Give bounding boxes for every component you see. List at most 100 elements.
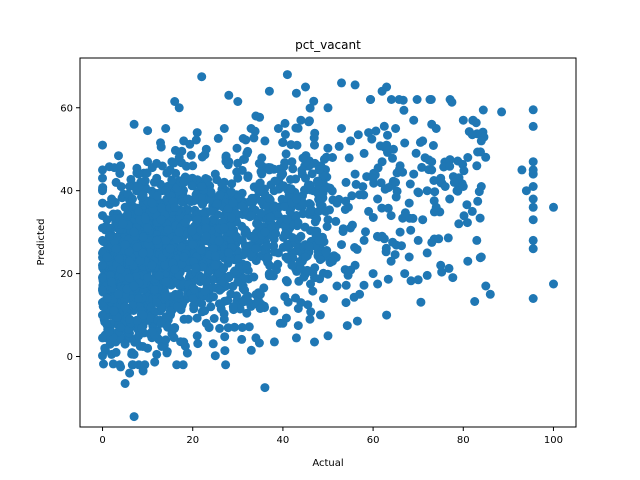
scatter-point: [157, 161, 167, 171]
scatter-point: [208, 339, 218, 349]
scatter-point: [359, 148, 369, 158]
scatter-point: [220, 332, 230, 342]
scatter-point: [323, 215, 333, 225]
scatter-point: [315, 199, 325, 209]
scatter-point: [314, 235, 324, 245]
scatter-point: [102, 252, 112, 262]
scatter-point: [197, 182, 207, 191]
scatter-point: [260, 227, 270, 237]
scatter-point: [238, 134, 248, 143]
scatter-point: [323, 269, 333, 279]
scatter-point: [206, 302, 216, 312]
scatter-point: [264, 193, 274, 203]
scatter-point: [102, 294, 112, 303]
scatter-point: [210, 260, 220, 270]
scatter-point: [116, 264, 126, 274]
scatter-point: [255, 289, 265, 299]
scatter-point: [413, 275, 423, 285]
scatter-point: [368, 269, 378, 279]
scatter-point: [305, 103, 315, 113]
scatter-point: [210, 351, 220, 361]
scatter-point: [243, 171, 253, 181]
scatter-point: [310, 128, 320, 138]
scatter-point: [288, 164, 298, 174]
scatter-point: [296, 231, 306, 241]
scatter-point: [108, 359, 118, 369]
scatter-point: [257, 169, 267, 179]
scatter-point: [382, 140, 392, 150]
scatter-point: [129, 119, 139, 129]
scatter-point: [291, 88, 301, 98]
scatter-point: [418, 215, 428, 225]
scatter-point: [286, 175, 295, 184]
scatter-point: [183, 194, 193, 204]
scatter-point: [310, 140, 319, 150]
scatter-point: [170, 145, 180, 155]
scatter-point: [350, 243, 360, 252]
scatter-point: [528, 244, 538, 254]
scatter-point: [254, 158, 264, 168]
scatter-point: [98, 235, 107, 245]
scatter-point: [120, 379, 130, 388]
scatter-point: [344, 153, 354, 163]
scatter-point: [200, 286, 210, 296]
scatter-point: [418, 136, 428, 146]
scatter-point: [129, 281, 139, 291]
scatter-point: [206, 187, 216, 197]
scatter-point: [323, 103, 333, 113]
scatter-point: [437, 267, 447, 277]
scatter-point: [307, 169, 317, 179]
scatter-point: [170, 97, 180, 106]
scatter-point: [192, 313, 202, 323]
scatter-point: [172, 234, 182, 244]
scatter-point: [444, 263, 454, 273]
scatter-point: [260, 383, 270, 393]
scatter-point: [187, 181, 197, 191]
scatter-point: [377, 231, 387, 241]
scatter-point: [209, 244, 218, 253]
scatter-point: [224, 248, 234, 258]
scatter-point: [237, 323, 247, 332]
scatter-point: [278, 182, 288, 191]
scatter-point: [201, 144, 211, 154]
scatter-point: [138, 310, 148, 320]
scatter-point: [111, 244, 121, 254]
scatter-point: [98, 351, 107, 361]
scatter-point: [152, 173, 162, 183]
scatter-point: [302, 266, 312, 276]
scatter-point: [206, 206, 216, 216]
scatter-point: [143, 343, 153, 353]
scatter-point: [104, 327, 114, 337]
scatter-point: [273, 259, 283, 269]
scatter-point: [214, 236, 224, 246]
scatter-point: [473, 196, 483, 206]
scatter-point: [244, 322, 254, 332]
scatter-point: [233, 277, 243, 287]
scatter-point: [246, 211, 256, 221]
scatter-point: [263, 252, 273, 262]
scatter-point: [187, 226, 197, 236]
scatter-point: [287, 233, 297, 242]
scatter-point: [298, 153, 308, 163]
scatter-point: [232, 291, 242, 301]
scatter-point: [280, 229, 290, 239]
scatter-point: [481, 281, 491, 291]
scatter-point: [528, 294, 538, 303]
scatter-point: [183, 314, 193, 324]
scatter-point: [293, 321, 303, 331]
scatter-point: [528, 105, 538, 115]
scatter-point: [201, 223, 211, 233]
scatter-point: [355, 190, 365, 200]
scatter-point: [386, 95, 396, 104]
scatter-point: [271, 229, 281, 239]
scatter-point: [319, 186, 328, 196]
scatter-point: [224, 90, 234, 100]
scatter-point: [377, 203, 387, 213]
scatter-point: [305, 206, 315, 216]
scatter-point: [404, 198, 414, 208]
scatter-point: [472, 161, 482, 171]
scatter-point: [107, 277, 117, 287]
scatter-point: [282, 240, 292, 250]
scatter-point: [377, 157, 387, 167]
